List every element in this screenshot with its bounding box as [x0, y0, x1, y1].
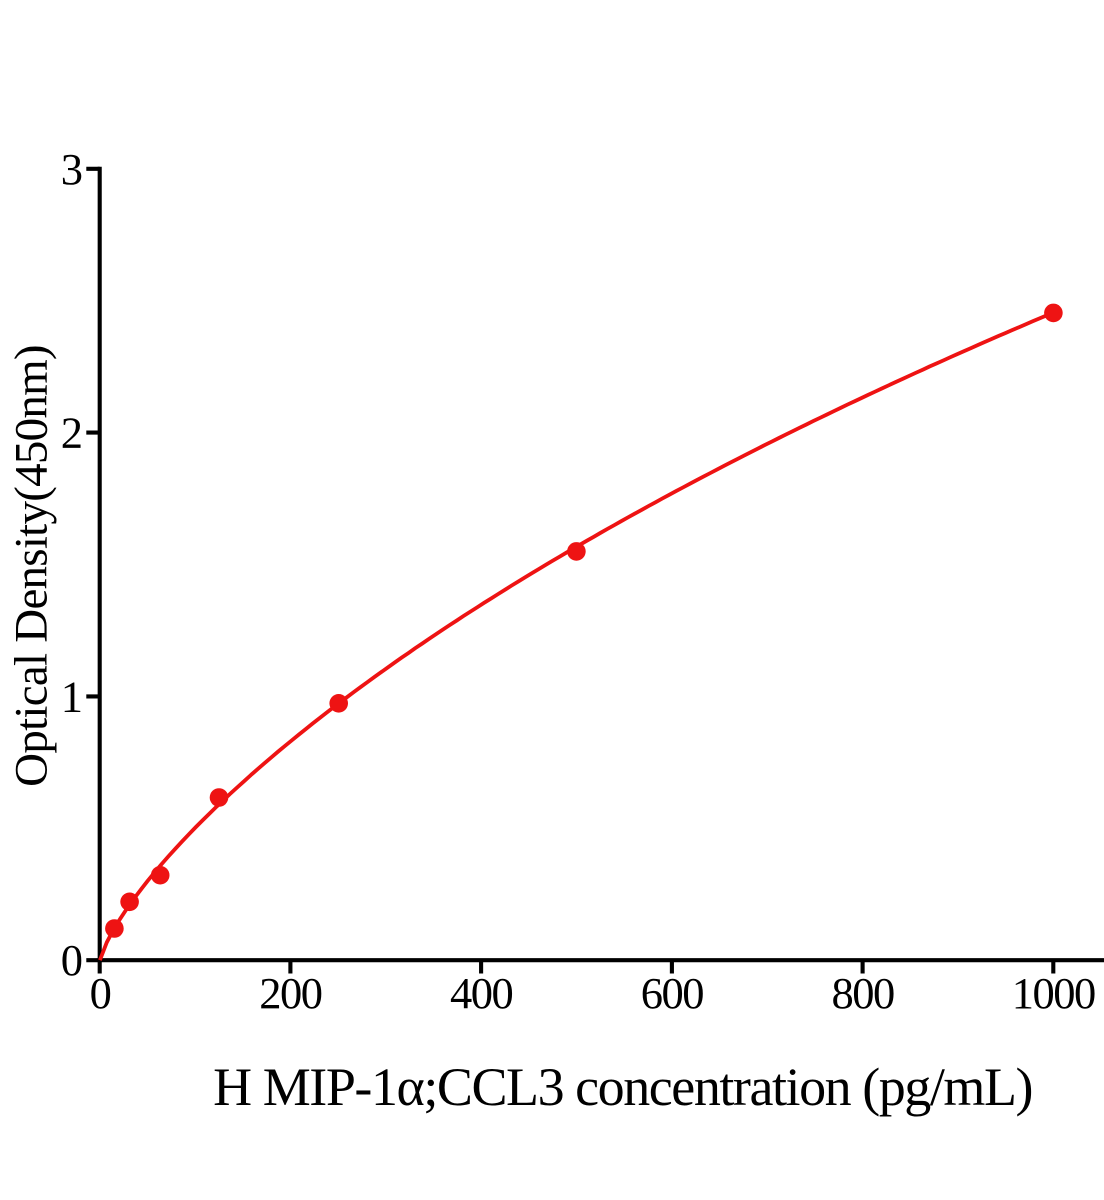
svg-text:400: 400 [450, 968, 513, 1018]
svg-text:200: 200 [259, 968, 322, 1018]
svg-text:1: 1 [61, 671, 83, 721]
svg-text:0: 0 [90, 968, 111, 1018]
svg-text:0: 0 [61, 935, 83, 985]
svg-text:Optical Density(450nm): Optical Density(450nm) [5, 345, 57, 787]
svg-text:2: 2 [61, 408, 83, 458]
svg-text:800: 800 [831, 968, 894, 1018]
svg-text:1000: 1000 [1012, 968, 1095, 1018]
svg-text:3: 3 [61, 144, 83, 194]
svg-text:H MIP-1α;CCL3 concentration (p: H MIP-1α;CCL3 concentration (pg/mL) [213, 1057, 1032, 1117]
svg-text:600: 600 [641, 968, 704, 1018]
